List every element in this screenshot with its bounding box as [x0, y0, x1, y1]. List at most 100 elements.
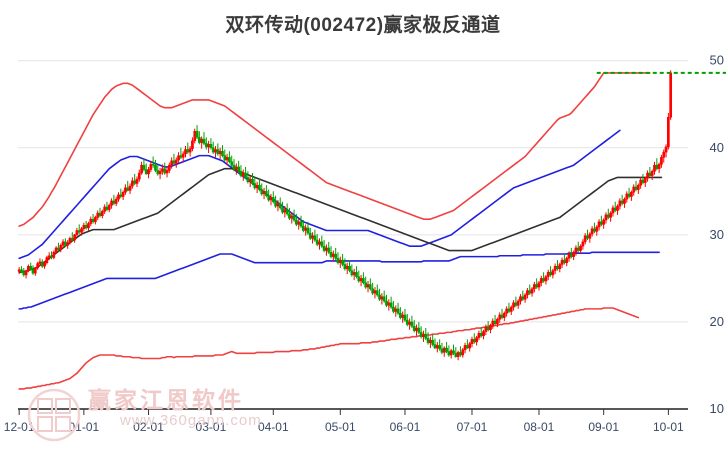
candle-body — [315, 239, 319, 245]
candle-body — [167, 164, 171, 171]
candle-body — [345, 265, 349, 270]
candle-body — [410, 321, 414, 327]
candle-body — [214, 149, 217, 153]
candle-body — [290, 215, 294, 219]
candle-body — [630, 191, 633, 197]
candle-body — [627, 193, 631, 197]
candle-body — [546, 272, 550, 277]
candle-body — [338, 259, 342, 263]
candle-body — [237, 166, 240, 172]
candle-body — [417, 327, 421, 333]
candle-body — [322, 245, 326, 251]
candle-body — [31, 269, 35, 274]
candle-body — [131, 180, 134, 187]
candle-body — [657, 164, 661, 169]
candle-body — [408, 321, 411, 325]
candle-body — [569, 253, 573, 257]
candle-body — [405, 319, 409, 325]
candle-body — [581, 241, 585, 247]
candle-body — [468, 343, 472, 349]
candle-body — [228, 157, 231, 162]
candle-body — [204, 143, 208, 148]
candle-body — [438, 345, 441, 350]
candle-body — [57, 247, 60, 250]
x-axis-tick-label: 05-01 — [325, 420, 356, 434]
x-axis-tick-label: 12-01 — [4, 420, 35, 434]
candle-body — [542, 278, 545, 282]
candle-body — [387, 302, 391, 306]
candle-body — [502, 312, 506, 318]
candle-body — [634, 186, 638, 190]
candle-body — [618, 200, 622, 207]
y-axis-tick-label: 20 — [710, 314, 724, 329]
candle-body — [576, 247, 580, 251]
candle-body — [461, 349, 465, 356]
candle-body — [366, 284, 370, 288]
candle-body — [137, 172, 141, 180]
candle-body — [399, 312, 402, 318]
candle-body — [574, 247, 578, 253]
candle-body — [255, 184, 259, 189]
candle-body — [126, 187, 130, 191]
candle-body — [523, 294, 527, 300]
candle-body — [445, 347, 448, 352]
candle-body — [560, 259, 564, 265]
candle-body — [512, 302, 515, 308]
candle-body — [260, 189, 264, 195]
candle-body — [392, 306, 395, 312]
candle-body — [375, 290, 379, 296]
candle-body — [121, 191, 125, 197]
candle-body — [64, 241, 67, 246]
candle-body — [325, 247, 328, 251]
candle-body — [177, 155, 180, 161]
candle-body — [454, 353, 458, 358]
y-axis-tick-label: 10 — [710, 401, 724, 416]
candle-body — [350, 270, 354, 276]
candle-body — [419, 332, 423, 337]
page-title: 双环传动(002472)赢家极反通道 — [225, 15, 501, 36]
candle-body — [415, 327, 418, 331]
candle-body — [653, 164, 656, 172]
candle-body — [308, 232, 312, 239]
candle-body — [616, 205, 619, 211]
candle-body — [646, 172, 649, 179]
candle-body — [380, 296, 384, 300]
candle-body — [669, 72, 673, 118]
candle-body — [664, 146, 668, 153]
candle-body — [98, 212, 102, 216]
candle-body — [489, 325, 492, 331]
candle-body — [567, 253, 571, 259]
candle-body — [565, 258, 569, 263]
candle-body — [537, 282, 541, 288]
y-axis-tick-label: 50 — [710, 53, 724, 68]
candle-body — [163, 168, 167, 174]
candle-body — [198, 137, 201, 143]
candle-body — [276, 203, 280, 207]
candle-body — [149, 164, 153, 170]
candle-body — [334, 253, 338, 259]
candle-body — [110, 200, 113, 206]
candle-body — [498, 314, 502, 320]
candle-body — [181, 153, 185, 158]
candle-body — [295, 219, 298, 225]
candle-body — [424, 333, 428, 339]
candle-body — [244, 172, 247, 178]
candle-body — [170, 160, 173, 166]
candle-body — [239, 171, 243, 176]
candle-body — [530, 288, 534, 294]
candle-body — [274, 201, 277, 207]
candle-body — [551, 270, 555, 276]
candle-body — [251, 178, 254, 184]
candle-body — [174, 159, 178, 164]
candle-body — [482, 331, 485, 337]
x-axis-tick-label: 04-01 — [258, 420, 289, 434]
candle-body — [442, 347, 446, 353]
candle-body — [533, 284, 536, 290]
candle-body — [117, 194, 120, 200]
candle-body — [20, 269, 23, 273]
candle-body — [61, 241, 65, 246]
candle-body — [107, 204, 111, 210]
candle-body — [179, 155, 183, 158]
candle-body — [193, 130, 197, 142]
